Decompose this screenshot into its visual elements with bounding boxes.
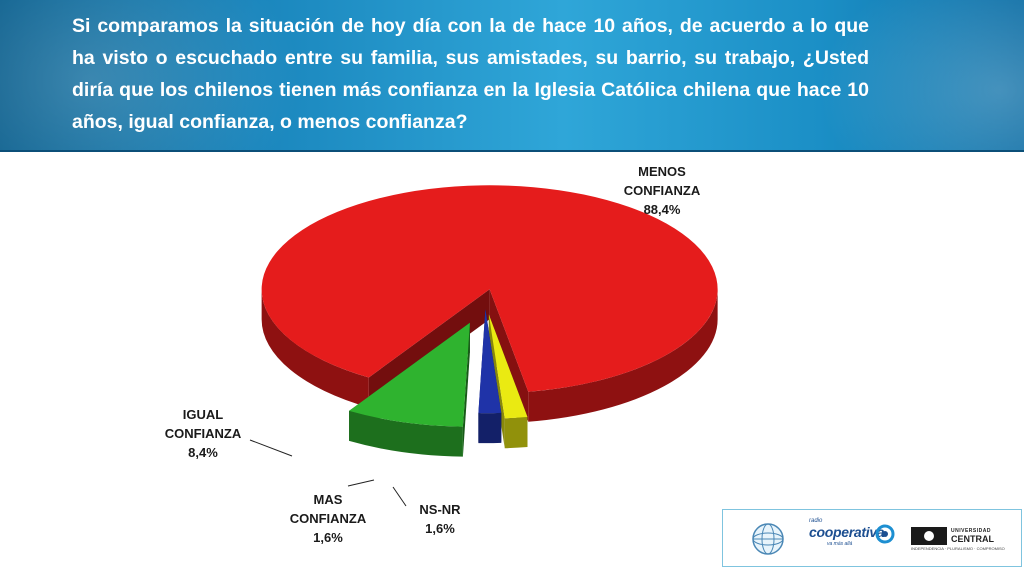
slice-menos-confianza xyxy=(261,185,718,392)
label-line: CONFIANZA xyxy=(623,183,701,198)
label-ns-nr: NS-NR 1,6% xyxy=(400,500,480,538)
cooperativa-swirl-icon xyxy=(875,524,895,544)
label-line: MAS xyxy=(313,492,343,507)
label-line: CONFIANZA xyxy=(164,426,242,441)
slice-side-igual-confianza xyxy=(349,410,463,457)
ucentral-motto: INDEPENDENCIA · PLURALISMO · COMPROMISO xyxy=(911,546,1005,551)
label-value: 1,6% xyxy=(313,530,343,545)
ucentral-line2: CENTRAL xyxy=(951,534,994,544)
ucentral-emblem xyxy=(911,527,947,545)
cooperativa-tagline: va más allá xyxy=(827,541,853,547)
label-value: 8,4% xyxy=(188,445,218,460)
label-value: 88,4% xyxy=(643,202,681,217)
label-mas-confianza: MAS CONFIANZA 1,6% xyxy=(268,490,388,547)
cooperativa-logo-text: cooperativa xyxy=(809,524,885,540)
slice-ns-nr xyxy=(488,314,528,419)
label-line: MENOS xyxy=(638,164,686,179)
leader-line-1 xyxy=(347,479,375,487)
slice-side-mas-confianza xyxy=(478,412,502,444)
label-menos-confianza: MENOS CONFIANZA 88,4% xyxy=(602,162,722,219)
survey-question: Si comparamos la situación de hoy día co… xyxy=(72,15,869,133)
slice-edge-menos-confianza xyxy=(489,289,529,422)
label-igual-confianza: IGUAL CONFIANZA 8,4% xyxy=(143,405,263,462)
banner-divider xyxy=(0,150,1024,152)
sponsor-logos: radio cooperativa va más allá UNIVERSIDA… xyxy=(722,509,1022,567)
banner-glow xyxy=(0,0,300,152)
slice-edge-igual-confianza xyxy=(462,322,470,457)
leader-line-0 xyxy=(249,439,293,457)
globe-icon xyxy=(752,523,784,555)
slice-igual-confianza xyxy=(349,322,470,427)
label-line: CONFIANZA xyxy=(289,511,367,526)
universidad-central-logo: UNIVERSIDAD CENTRAL INDEPENDENCIA · PLUR… xyxy=(911,527,1005,551)
leader-line-2 xyxy=(392,486,407,507)
label-line: NS-NR xyxy=(419,502,461,517)
banner-glow xyxy=(820,0,1024,152)
label-line: IGUAL xyxy=(182,407,224,422)
header-banner: Si comparamos la situación de hoy día co… xyxy=(0,0,1024,152)
slice-side-menos-confianza xyxy=(528,289,718,422)
ucentral-line1: UNIVERSIDAD xyxy=(951,528,991,534)
radio-prefix: radio xyxy=(809,518,823,524)
slice-side-ns-nr xyxy=(504,416,528,449)
slice-side-menos-confianza xyxy=(261,289,369,408)
pie-chart xyxy=(249,185,718,507)
slice-mas-confianza xyxy=(478,309,502,414)
label-value: 1,6% xyxy=(425,521,455,536)
